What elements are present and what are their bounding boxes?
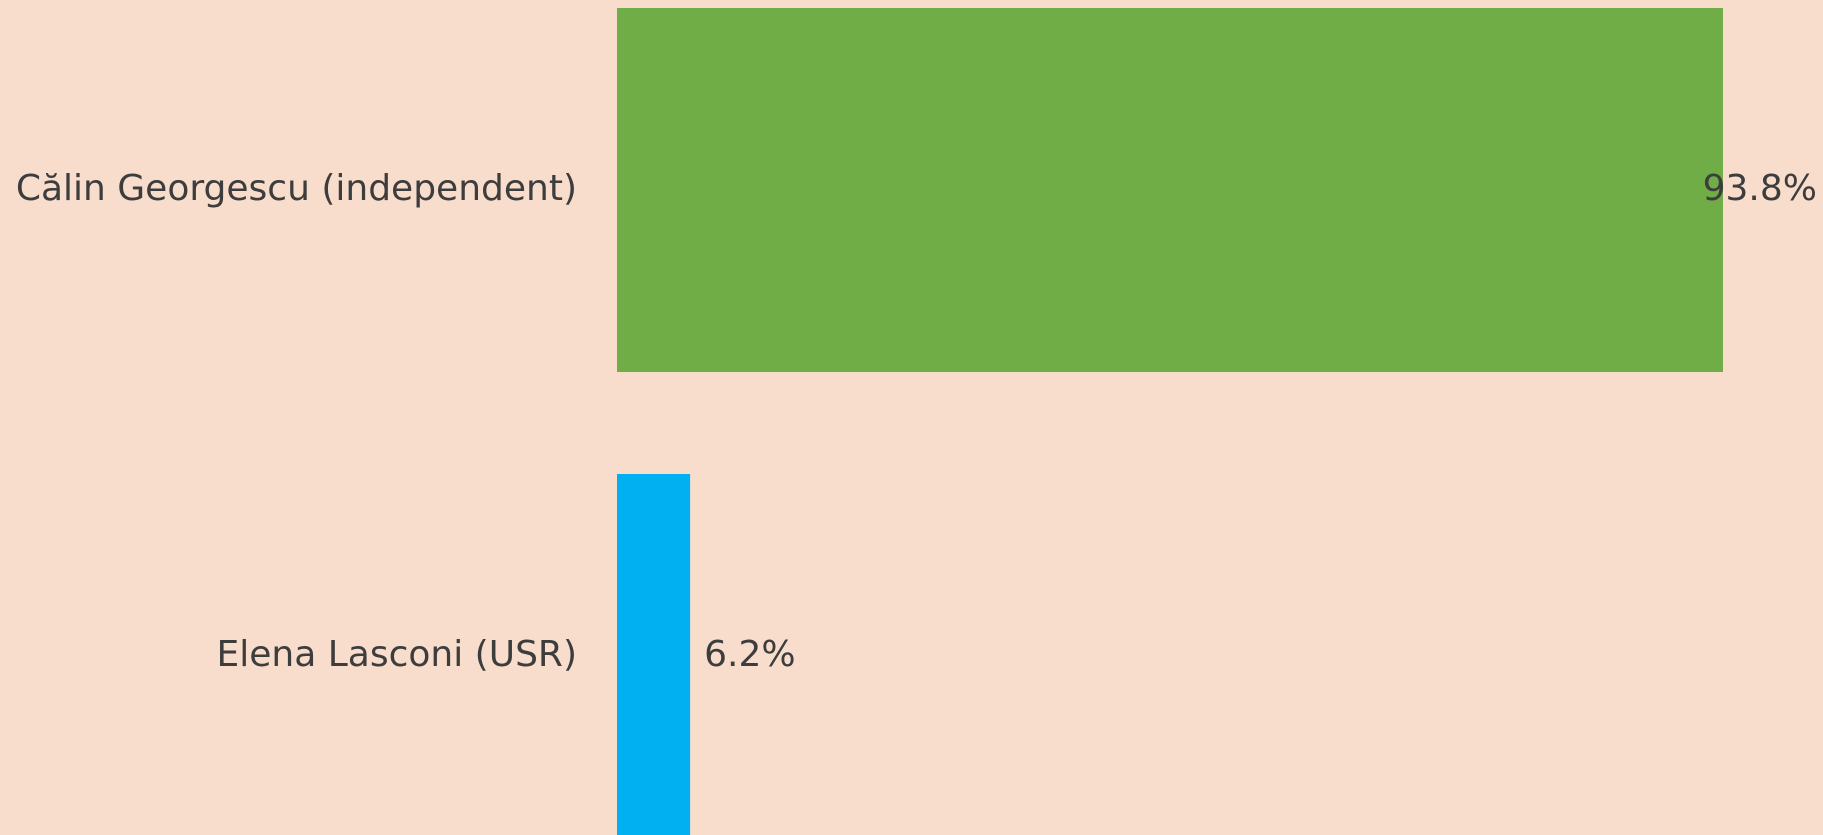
value-label: 93.8% [1703, 168, 1817, 209]
category-label: Călin Georgescu (independent) [16, 168, 577, 209]
category-label: Elena Lasconi (USR) [217, 634, 577, 675]
bar [617, 8, 1723, 372]
value-label: 6.2% [704, 634, 795, 675]
bar [617, 474, 691, 835]
